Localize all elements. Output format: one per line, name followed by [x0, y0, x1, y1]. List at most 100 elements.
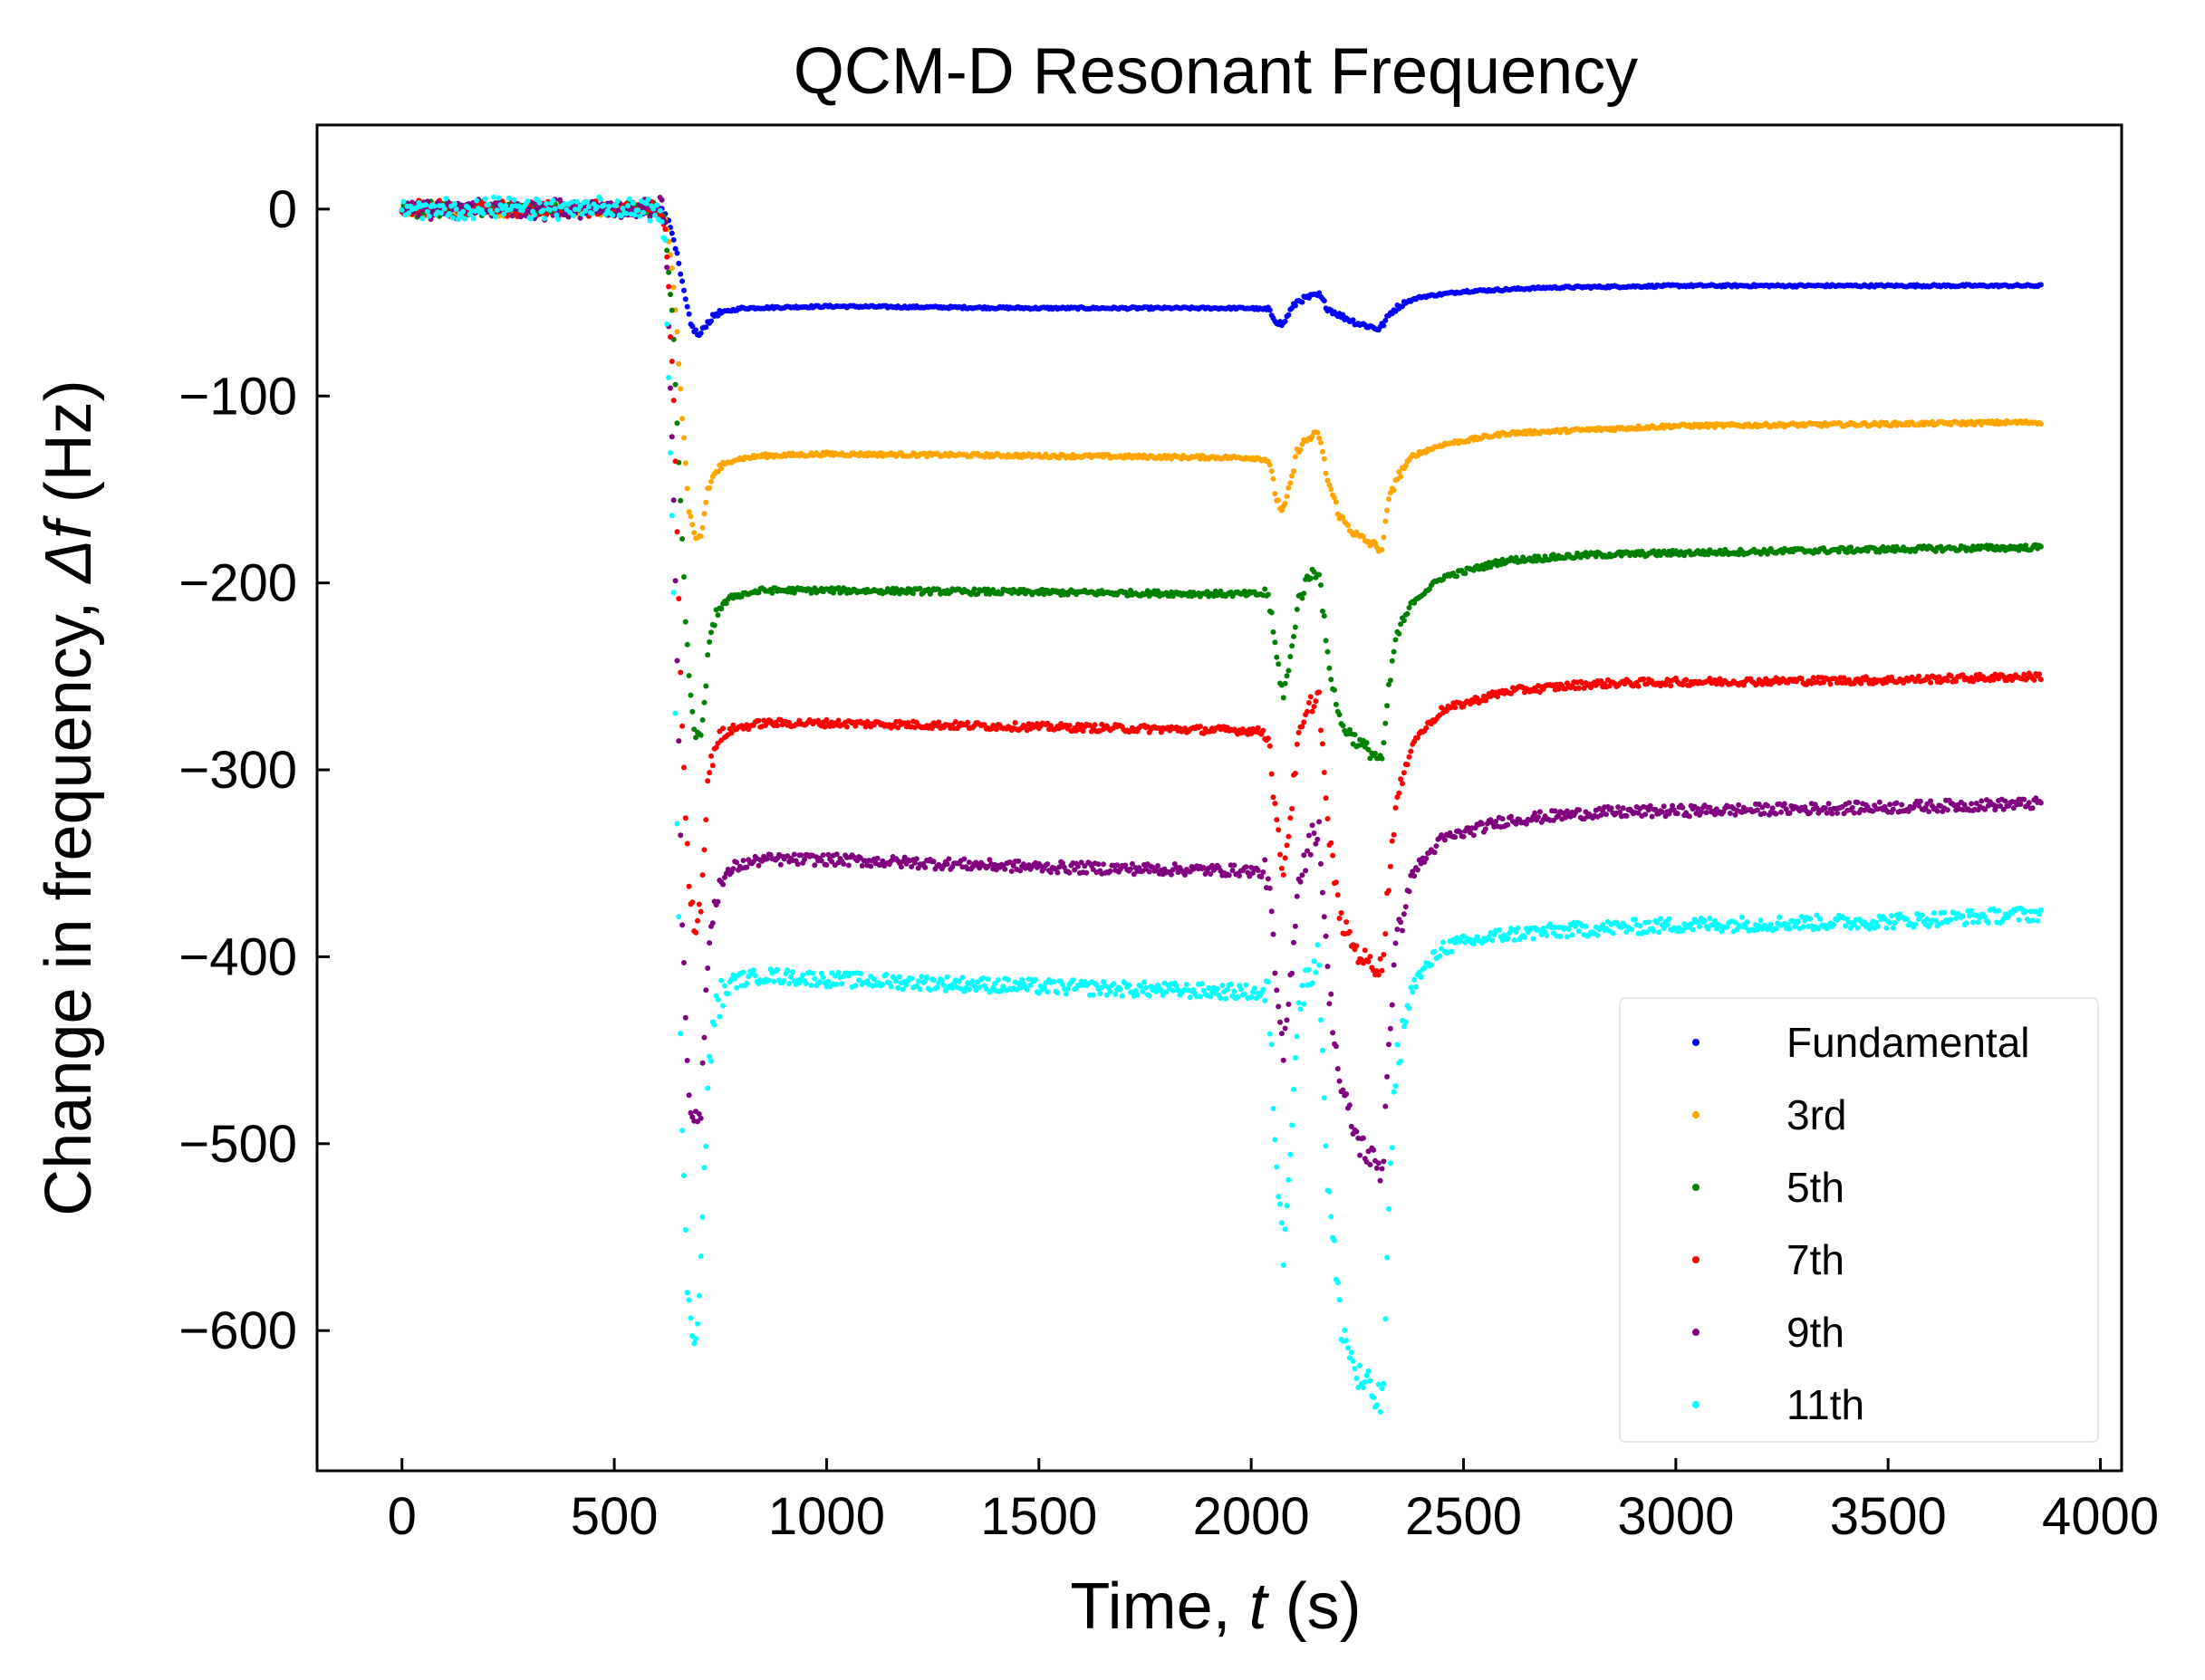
data-point [1323, 638, 1329, 644]
data-point [913, 856, 920, 862]
data-point [1321, 298, 1327, 304]
data-point [703, 987, 709, 994]
data-point [682, 296, 688, 302]
data-point [1462, 571, 1468, 577]
data-point [1297, 446, 1304, 453]
data-point [674, 250, 680, 256]
data-point [708, 753, 714, 759]
data-point [1277, 851, 1283, 858]
data-point [1319, 889, 1325, 896]
data-point [491, 194, 496, 200]
data-point [1343, 1091, 1350, 1097]
data-point [1265, 876, 1271, 882]
data-point [1668, 683, 1674, 689]
data-point [1391, 962, 1397, 968]
data-point [698, 533, 704, 540]
data-point [1268, 468, 1275, 475]
data-point [1398, 474, 1404, 480]
data-point [657, 207, 663, 214]
data-point [1313, 698, 1319, 705]
data-point [1287, 654, 1294, 659]
data-point [546, 206, 553, 213]
data-point [400, 198, 407, 205]
data-point [1389, 1002, 1395, 1008]
data-point [1155, 863, 1160, 869]
data-point [682, 815, 688, 821]
data-point [1398, 919, 1404, 926]
data-point [674, 329, 680, 335]
data-point [540, 207, 546, 214]
data-point [689, 323, 696, 330]
data-point [1603, 811, 1609, 818]
data-point [1323, 470, 1329, 476]
data-point [1309, 708, 1315, 715]
data-point [630, 200, 636, 206]
data-point [450, 215, 456, 221]
data-point [1330, 852, 1336, 859]
data-point [1890, 806, 1896, 812]
data-point [812, 862, 818, 869]
data-point [1404, 610, 1411, 617]
data-point [1386, 1042, 1391, 1048]
data-point [1375, 1160, 1382, 1166]
data-point [2037, 421, 2044, 427]
data-point [2037, 800, 2044, 806]
data-point [1381, 740, 1387, 746]
data-point [1431, 850, 1438, 856]
data-point [1291, 939, 1296, 946]
data-point [1016, 858, 1022, 864]
data-point [1928, 798, 1934, 804]
data-point [1389, 838, 1395, 844]
data-point [666, 269, 672, 275]
data-point [684, 485, 690, 492]
data-point [1280, 1057, 1286, 1063]
data-point [1285, 667, 1292, 674]
data-point [693, 929, 699, 936]
data-point [1282, 855, 1288, 861]
data-point [1324, 964, 1331, 970]
data-point [1363, 740, 1370, 746]
data-point [662, 237, 669, 243]
data-point [668, 450, 673, 456]
data-point [682, 460, 688, 466]
data-point [691, 530, 698, 536]
data-point [794, 861, 801, 868]
data-point [1414, 867, 1420, 873]
data-point [1851, 810, 1857, 816]
data-point [1307, 851, 1314, 858]
data-point [1411, 873, 1418, 879]
data-point [1169, 871, 1174, 878]
data-point [496, 195, 502, 201]
data-point [676, 360, 682, 367]
data-point [2031, 677, 2037, 683]
data-point [744, 864, 750, 870]
data-point [708, 629, 714, 636]
data-point [1054, 869, 1061, 876]
data-point [1608, 805, 1614, 811]
data-point [740, 858, 746, 864]
data-point [910, 590, 917, 597]
data-point [1353, 943, 1360, 949]
data-point [1876, 799, 1882, 805]
data-point [1680, 804, 1686, 811]
data-point [1311, 830, 1317, 836]
data-point [1278, 1031, 1285, 1037]
data-point [1460, 833, 1467, 840]
data-point [684, 641, 690, 648]
data-point [670, 590, 677, 596]
data-point [1332, 686, 1337, 693]
data-point [708, 318, 714, 324]
data-point [1314, 429, 1321, 436]
data-point [1316, 435, 1323, 441]
data-point [698, 908, 704, 915]
data-point [1289, 805, 1295, 811]
data-point [1382, 1103, 1389, 1109]
series-7th [399, 197, 2044, 978]
data-point [1270, 931, 1276, 937]
data-point [1470, 832, 1477, 839]
data-point [544, 200, 550, 206]
data-point [965, 719, 971, 725]
data-point [1282, 1025, 1288, 1032]
data-point [664, 321, 670, 327]
data-point [1272, 970, 1278, 976]
